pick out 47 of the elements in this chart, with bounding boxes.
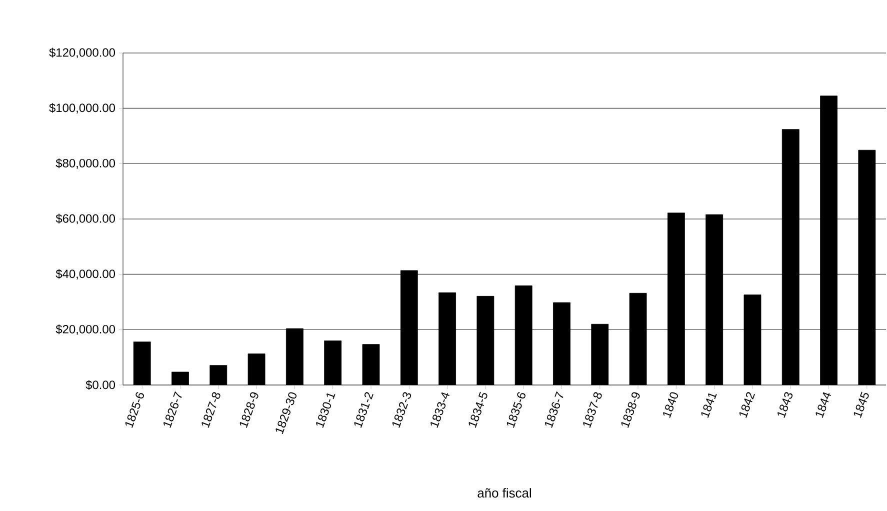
bar bbox=[820, 96, 838, 385]
y-tick-label: $20,000.00 bbox=[56, 324, 116, 335]
bar bbox=[248, 354, 266, 385]
bar bbox=[172, 372, 189, 385]
bar bbox=[400, 270, 418, 385]
y-tick-label: $80,000.00 bbox=[56, 158, 116, 169]
x-tick-label: 1841 bbox=[701, 393, 717, 418]
y-tick-label: $40,000.00 bbox=[56, 269, 116, 280]
bar bbox=[514, 285, 532, 385]
x-tick-label: 1840 bbox=[663, 392, 678, 418]
y-tick-label: $120,000.00 bbox=[49, 48, 116, 58]
x-axis-title: año fiscal bbox=[478, 488, 531, 498]
y-tick-label: $0.00 bbox=[86, 380, 116, 390]
x-tick-label: 1835-6 bbox=[506, 392, 526, 428]
x-tick-label: 1828-9 bbox=[240, 392, 258, 428]
bar bbox=[133, 342, 151, 385]
bar bbox=[591, 324, 609, 385]
bar bbox=[858, 150, 876, 385]
x-tick-label: 1830-1 bbox=[316, 393, 336, 428]
x-tick-label: 1832-3 bbox=[392, 392, 412, 428]
bar bbox=[476, 296, 494, 385]
x-tick-label: 1844 bbox=[816, 392, 831, 418]
bar bbox=[629, 292, 647, 385]
y-tick-label: $60,000.00 bbox=[56, 214, 116, 224]
x-tick-label: 1834-5 bbox=[468, 392, 488, 428]
x-tick-label: 1842 bbox=[739, 392, 755, 418]
x-tick-label: 1827-8 bbox=[202, 392, 220, 428]
y-tick-label: $100,000.00 bbox=[49, 103, 116, 114]
x-tick-label: 1843 bbox=[778, 392, 793, 418]
bar bbox=[553, 302, 570, 385]
bar bbox=[706, 214, 724, 385]
bar bbox=[438, 292, 456, 385]
x-tick-label: 1833-4 bbox=[430, 392, 450, 428]
x-tick-label: 1825-6 bbox=[125, 392, 144, 428]
x-tick-label: 1837-8 bbox=[583, 392, 602, 428]
bar bbox=[782, 129, 800, 385]
x-tick-label: 1831-2 bbox=[354, 392, 374, 428]
bar bbox=[362, 344, 380, 385]
bar bbox=[744, 294, 762, 385]
bar bbox=[286, 328, 304, 385]
bar bbox=[324, 340, 342, 385]
bar bbox=[210, 365, 228, 385]
x-tick-label: 1838-9 bbox=[621, 392, 640, 428]
x-tick-label: 1836-7 bbox=[545, 391, 564, 428]
x-tick-label: 1826-7 bbox=[164, 391, 182, 428]
x-tick-label: 1845 bbox=[854, 392, 869, 418]
bar bbox=[667, 212, 685, 385]
